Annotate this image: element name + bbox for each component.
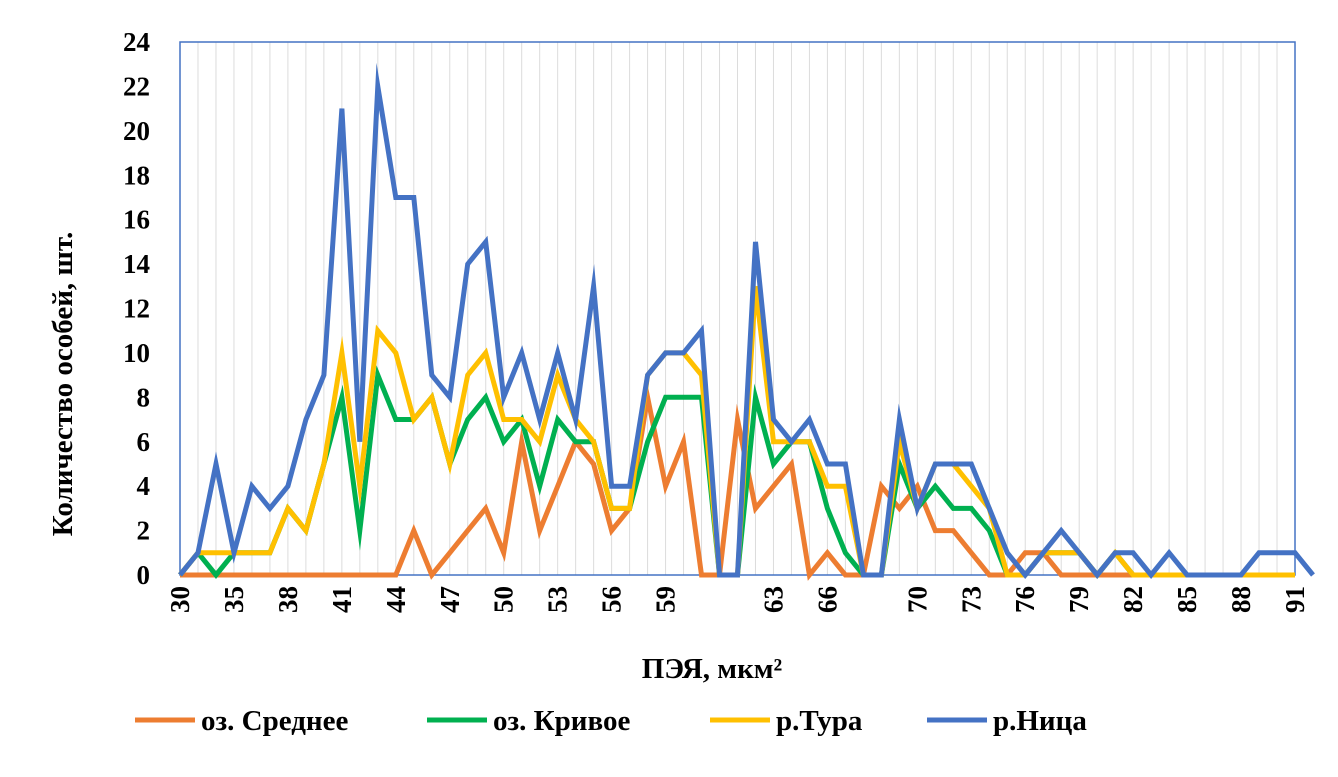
x-tick-label: 41 (327, 586, 357, 613)
x-tick-label: 88 (1226, 586, 1256, 613)
x-tick-label: 59 (651, 586, 681, 613)
series-4 (178, 62, 1315, 579)
series-lines (178, 62, 1315, 581)
x-tick-label: 73 (956, 586, 986, 613)
series-line (178, 62, 1315, 579)
y-tick-label: 10 (123, 338, 150, 368)
legend-item: оз. Кривое (427, 705, 630, 737)
x-axis-title: ПЭЯ, мкм² (642, 653, 783, 685)
x-tick-label: 44 (381, 586, 411, 613)
y-tick-label: 6 (137, 427, 151, 457)
x-tick-label: 50 (489, 586, 519, 613)
legend-label: р.Тура (776, 705, 863, 737)
y-tick-label: 12 (123, 294, 150, 324)
x-tick-label: 70 (902, 586, 932, 613)
y-tick-label: 8 (137, 382, 151, 412)
y-tick-label: 0 (137, 560, 151, 590)
x-tick-label: 91 (1280, 586, 1310, 613)
legend-label: оз. Среднее (201, 705, 348, 737)
x-tick-label: 35 (219, 586, 249, 613)
x-tick-label: 85 (1172, 586, 1202, 613)
y-tick-label: 20 (123, 116, 150, 146)
legend-label: оз. Кривое (493, 705, 630, 737)
x-tick-label: 63 (758, 586, 788, 613)
y-tick-label: 16 (123, 205, 150, 235)
x-tick-labels: 30 35 38 41 44 47 50 53 56 59 63 66 70 73 76 79 82 85 88 91 (165, 586, 1310, 613)
x-tick-label: 53 (543, 586, 573, 613)
x-tick-label: 47 (435, 586, 465, 613)
x-tick-label: 30 (165, 586, 195, 613)
legend-item: р.Ница (927, 705, 1087, 737)
x-tick-label: 82 (1118, 586, 1148, 613)
legend: оз. Среднее оз. Кривое р.Тура р.Ница (135, 705, 1087, 737)
y-tick-label: 14 (123, 249, 150, 279)
x-tick-label: 76 (1010, 586, 1040, 613)
y-tick-label: 4 (137, 471, 151, 501)
y-tick-label: 24 (123, 27, 150, 57)
x-tick-label: 66 (812, 586, 842, 613)
legend-item: р.Тура (710, 705, 863, 737)
y-tick-label: 18 (123, 160, 150, 190)
series-1 (179, 383, 1296, 581)
y-axis-title: Количество особей, шт. (47, 232, 79, 536)
x-tick-label: 56 (597, 586, 627, 613)
y-tick-label: 2 (137, 516, 151, 546)
x-tick-label: 79 (1064, 586, 1094, 613)
y-tick-label: 22 (123, 71, 150, 101)
series-line (180, 383, 1295, 581)
x-tick-label: 38 (273, 586, 303, 613)
legend-item: оз. Среднее (135, 705, 348, 737)
legend-label: р.Ница (993, 705, 1087, 737)
